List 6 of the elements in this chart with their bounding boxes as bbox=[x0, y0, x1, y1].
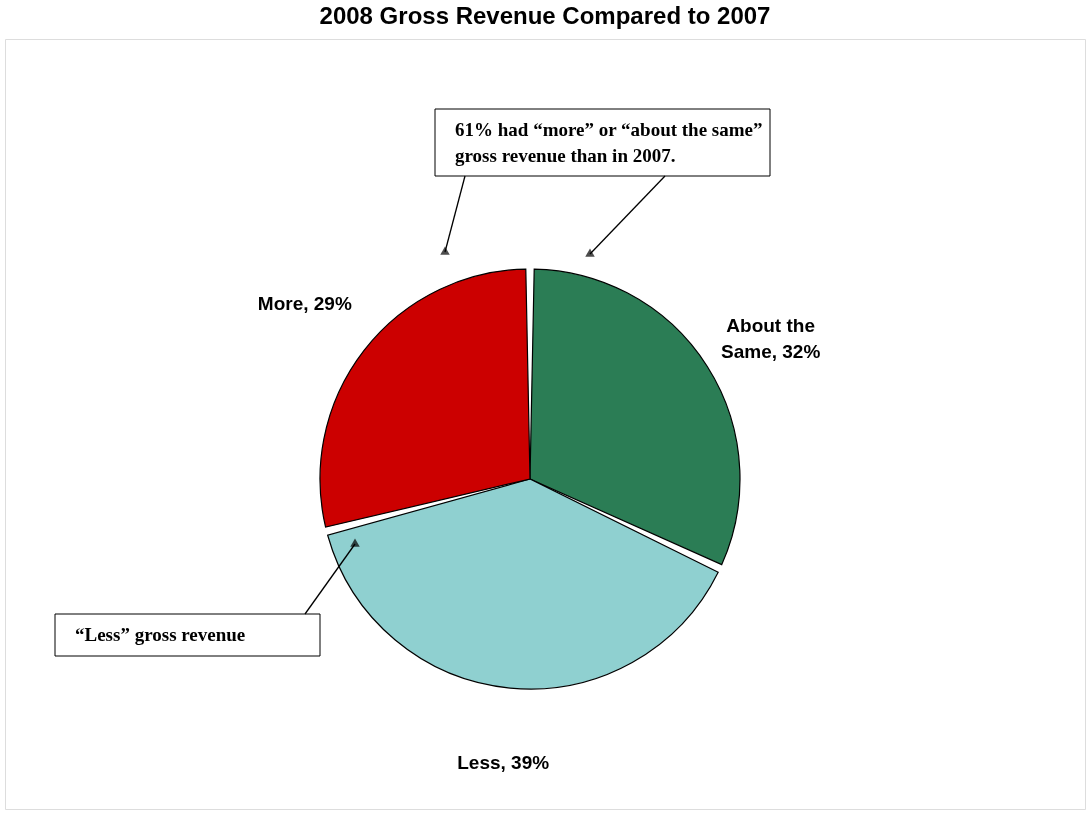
text: “Less” gross revenue bbox=[75, 624, 246, 645]
chart-title: 2008 Gross Revenue Compared to 2007 bbox=[319, 2, 771, 29]
text: 61% had “more” or “about the same” gross revenue than in 2007. bbox=[455, 119, 763, 166]
slice-label: About the Same, 32% bbox=[720, 315, 821, 363]
slice-label: More, 29% bbox=[257, 293, 352, 315]
slice-label: Less, 39% bbox=[457, 751, 550, 773]
